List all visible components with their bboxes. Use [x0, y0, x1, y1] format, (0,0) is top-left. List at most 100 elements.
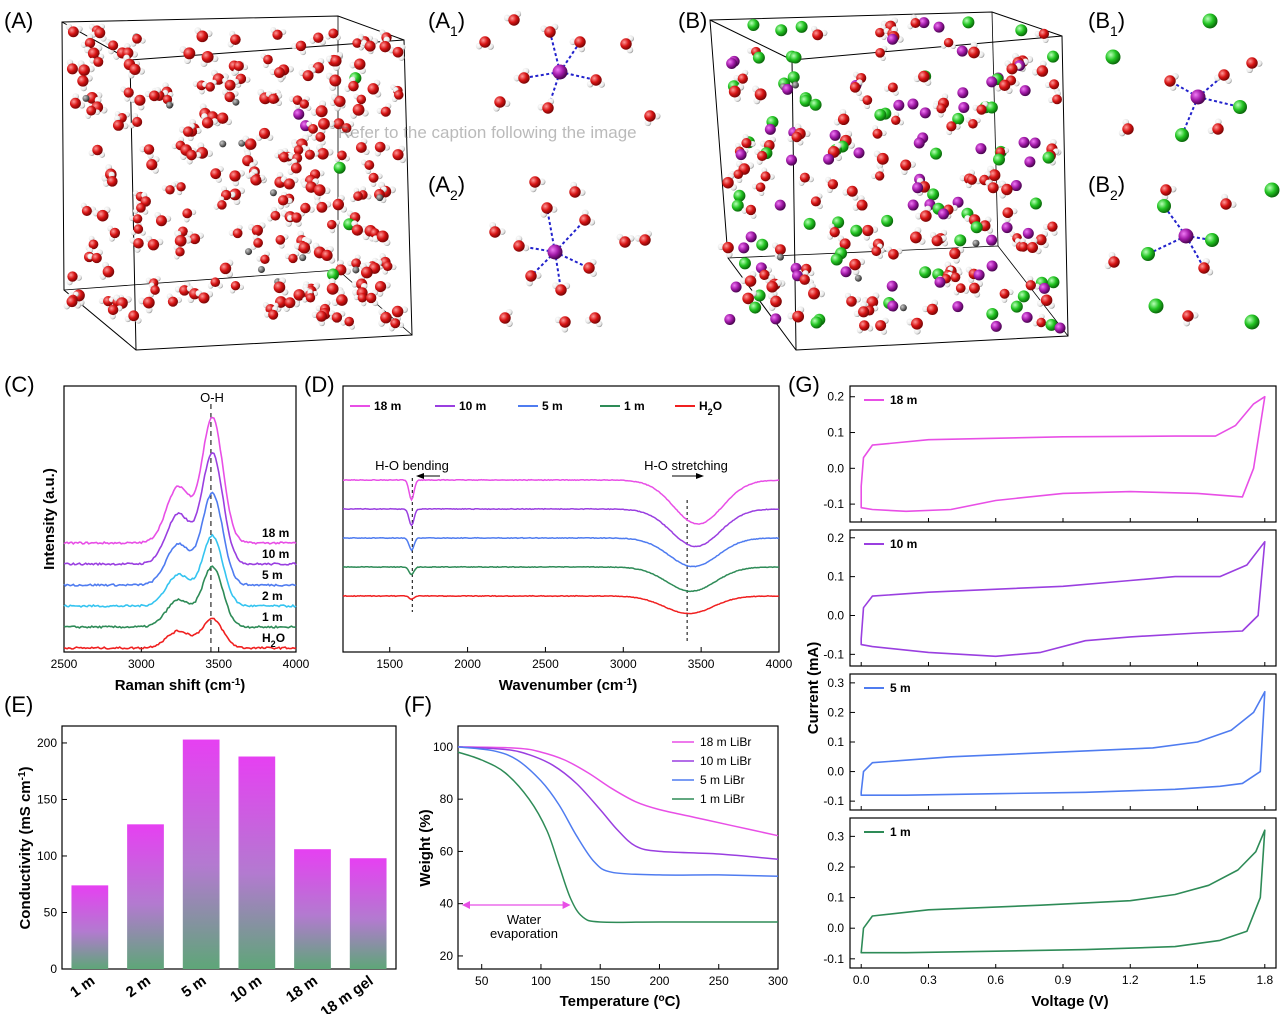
lithium-ion: [738, 242, 750, 254]
bromide-ion: [799, 94, 812, 107]
lithium-ion: [547, 244, 563, 260]
lithium-ion: [957, 87, 969, 99]
lithium-ion: [823, 153, 835, 165]
oxygen-atom: [1025, 280, 1036, 291]
lithium-ion: [919, 107, 931, 119]
x-tick-label-e: 1 m: [67, 972, 98, 1001]
oxygen-atom: [365, 292, 377, 304]
legend-label-d: H2O: [699, 399, 722, 417]
conductivity-bar: [294, 849, 331, 969]
oxygen-atom: [976, 104, 987, 115]
bromide-ion: [733, 189, 746, 202]
oxygen-atom: [351, 224, 363, 236]
legend-label-g: 1 m: [890, 825, 911, 839]
bromide-ion: [1157, 199, 1171, 213]
ftir-series-line: [342, 594, 780, 615]
x-tick-label-c: 2500: [51, 657, 78, 671]
oxygen-atom: [620, 38, 632, 50]
oxygen-atom: [148, 90, 160, 102]
cv-loop-line: [860, 690, 1266, 796]
oxygen-atom: [392, 46, 404, 58]
lithium-ion: [1029, 137, 1041, 149]
y-tick-label-e: 150: [37, 792, 57, 806]
oxygen-atom: [1160, 184, 1172, 196]
oxygen-atom: [1002, 207, 1014, 219]
y-tick-label-g: 0.0: [827, 921, 844, 935]
oxygen-atom: [109, 227, 121, 239]
x-tick-label-g: 0.3: [920, 973, 937, 987]
legend-label-d: 18 m: [374, 399, 401, 413]
y-tick-label-g: -0.1: [823, 794, 844, 808]
lithium-ion: [912, 182, 924, 194]
x-axis-label-f: Temperature (oC): [560, 993, 681, 1011]
libr-solution-b: [717, 14, 1066, 335]
lithium-ion: [907, 98, 919, 110]
x-tick-label-f: 50: [475, 974, 489, 988]
panel-label-f: (F): [404, 692, 432, 717]
y-tick-label-g: 0.1: [827, 426, 844, 440]
oxygen-atom: [555, 284, 567, 296]
oxygen-atom: [489, 226, 501, 238]
x-tick-label-g: 0.6: [987, 973, 1004, 987]
oxygen-atom: [590, 74, 602, 86]
oxygen-atom: [295, 40, 307, 52]
bromide-ion: [1175, 128, 1189, 142]
oxygen-atom: [741, 137, 752, 149]
lithium-ion: [886, 280, 898, 292]
oxygen-atom: [799, 172, 810, 183]
oxygen-atom: [499, 312, 511, 324]
oxygen-atom: [315, 132, 326, 142]
bromide-ion: [787, 71, 800, 84]
solvation-shell-b1: [1105, 13, 1263, 142]
hydrogen-atom: [195, 152, 202, 159]
oxygen-atom: [792, 310, 805, 323]
lithium-ion: [973, 269, 985, 281]
oxygen-atom: [949, 247, 961, 260]
carbon-atom: [791, 81, 799, 89]
oxygen-atom: [1108, 256, 1120, 268]
oxygen-atom: [288, 253, 298, 264]
series-label-c: 10 m: [262, 547, 289, 561]
y-tick-label-f: 80: [440, 792, 454, 806]
coordination-bond: [1185, 235, 1213, 241]
oxygen-atom: [871, 246, 882, 257]
lithium-ion: [952, 196, 964, 208]
bromide-ion: [881, 214, 894, 227]
oxygen-atom: [69, 97, 81, 109]
oxygen-atom: [232, 228, 243, 239]
oxygen-atom: [876, 152, 889, 165]
lithium-ion: [1021, 311, 1033, 323]
oxygen-atom: [494, 96, 506, 108]
oxygen-atom: [364, 160, 375, 170]
oxygen-atom: [380, 106, 391, 117]
oxygen-atom: [380, 311, 392, 324]
oxygen-atom: [367, 83, 379, 95]
bromide-ion: [803, 217, 816, 230]
oxygen-atom: [66, 63, 78, 75]
oxygen-atom: [298, 241, 311, 254]
oxygen-atom: [268, 309, 279, 320]
oxygen-atom: [887, 82, 898, 93]
bromide-ion: [1148, 298, 1164, 314]
oxygen-atom: [888, 248, 899, 260]
carbon-atom: [776, 253, 784, 261]
legend-label-f: 18 m LiBr: [700, 735, 751, 749]
oxygen-atom: [559, 316, 571, 328]
oxygen-atom: [745, 204, 757, 216]
oxygen-atom: [258, 127, 271, 139]
oxygen-atom: [812, 29, 824, 41]
bromide-ion: [952, 112, 965, 125]
oxygen-atom: [392, 149, 404, 161]
chart-d-ftir: 1500 2000 2500 3000 3500 4000 18 m 10 m 5 m 1 m H…: [342, 385, 793, 694]
oxygen-atom: [315, 105, 328, 118]
y-tick-label-e: 50: [44, 905, 58, 919]
oxygen-atom: [909, 231, 922, 244]
cv-loop-line: [860, 829, 1266, 954]
oxygen-atom: [182, 208, 193, 219]
x-tick-label-d: 3000: [610, 657, 637, 671]
oxygen-atom: [368, 172, 379, 183]
oxygen-atom: [210, 277, 221, 287]
y-tick-label-g: 0.2: [827, 860, 844, 874]
panel-label-a: (A): [4, 8, 33, 33]
tga-series-line: [457, 746, 779, 877]
